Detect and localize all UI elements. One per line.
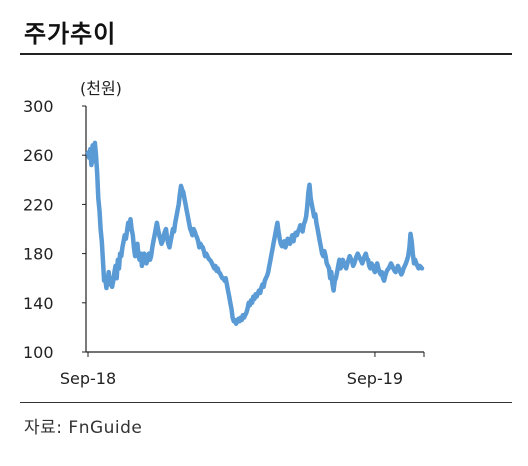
x-tick-label: Sep-19 — [347, 369, 403, 388]
y-tick-labels: 100 140 180 220 260 300 — [23, 97, 54, 362]
y-tick-label: 220 — [23, 195, 54, 214]
y-tick-label: 140 — [23, 294, 54, 313]
source-note: 자료: FnGuide — [24, 418, 143, 438]
y-axis-unit-label: (천원) — [80, 79, 122, 98]
price-line — [85, 140, 425, 326]
y-tick-label: 300 — [23, 97, 54, 116]
footer-divider — [20, 402, 512, 403]
title-divider — [20, 53, 512, 55]
x-tick-labels: Sep-18 Sep-19 — [60, 369, 403, 388]
y-tick-label: 180 — [23, 245, 54, 264]
y-tick-label: 100 — [23, 343, 54, 362]
y-tick-label: 260 — [23, 146, 54, 165]
chart-title: 주가추이 — [24, 20, 117, 48]
x-tick-label: Sep-18 — [60, 369, 116, 388]
axes — [82, 105, 425, 357]
